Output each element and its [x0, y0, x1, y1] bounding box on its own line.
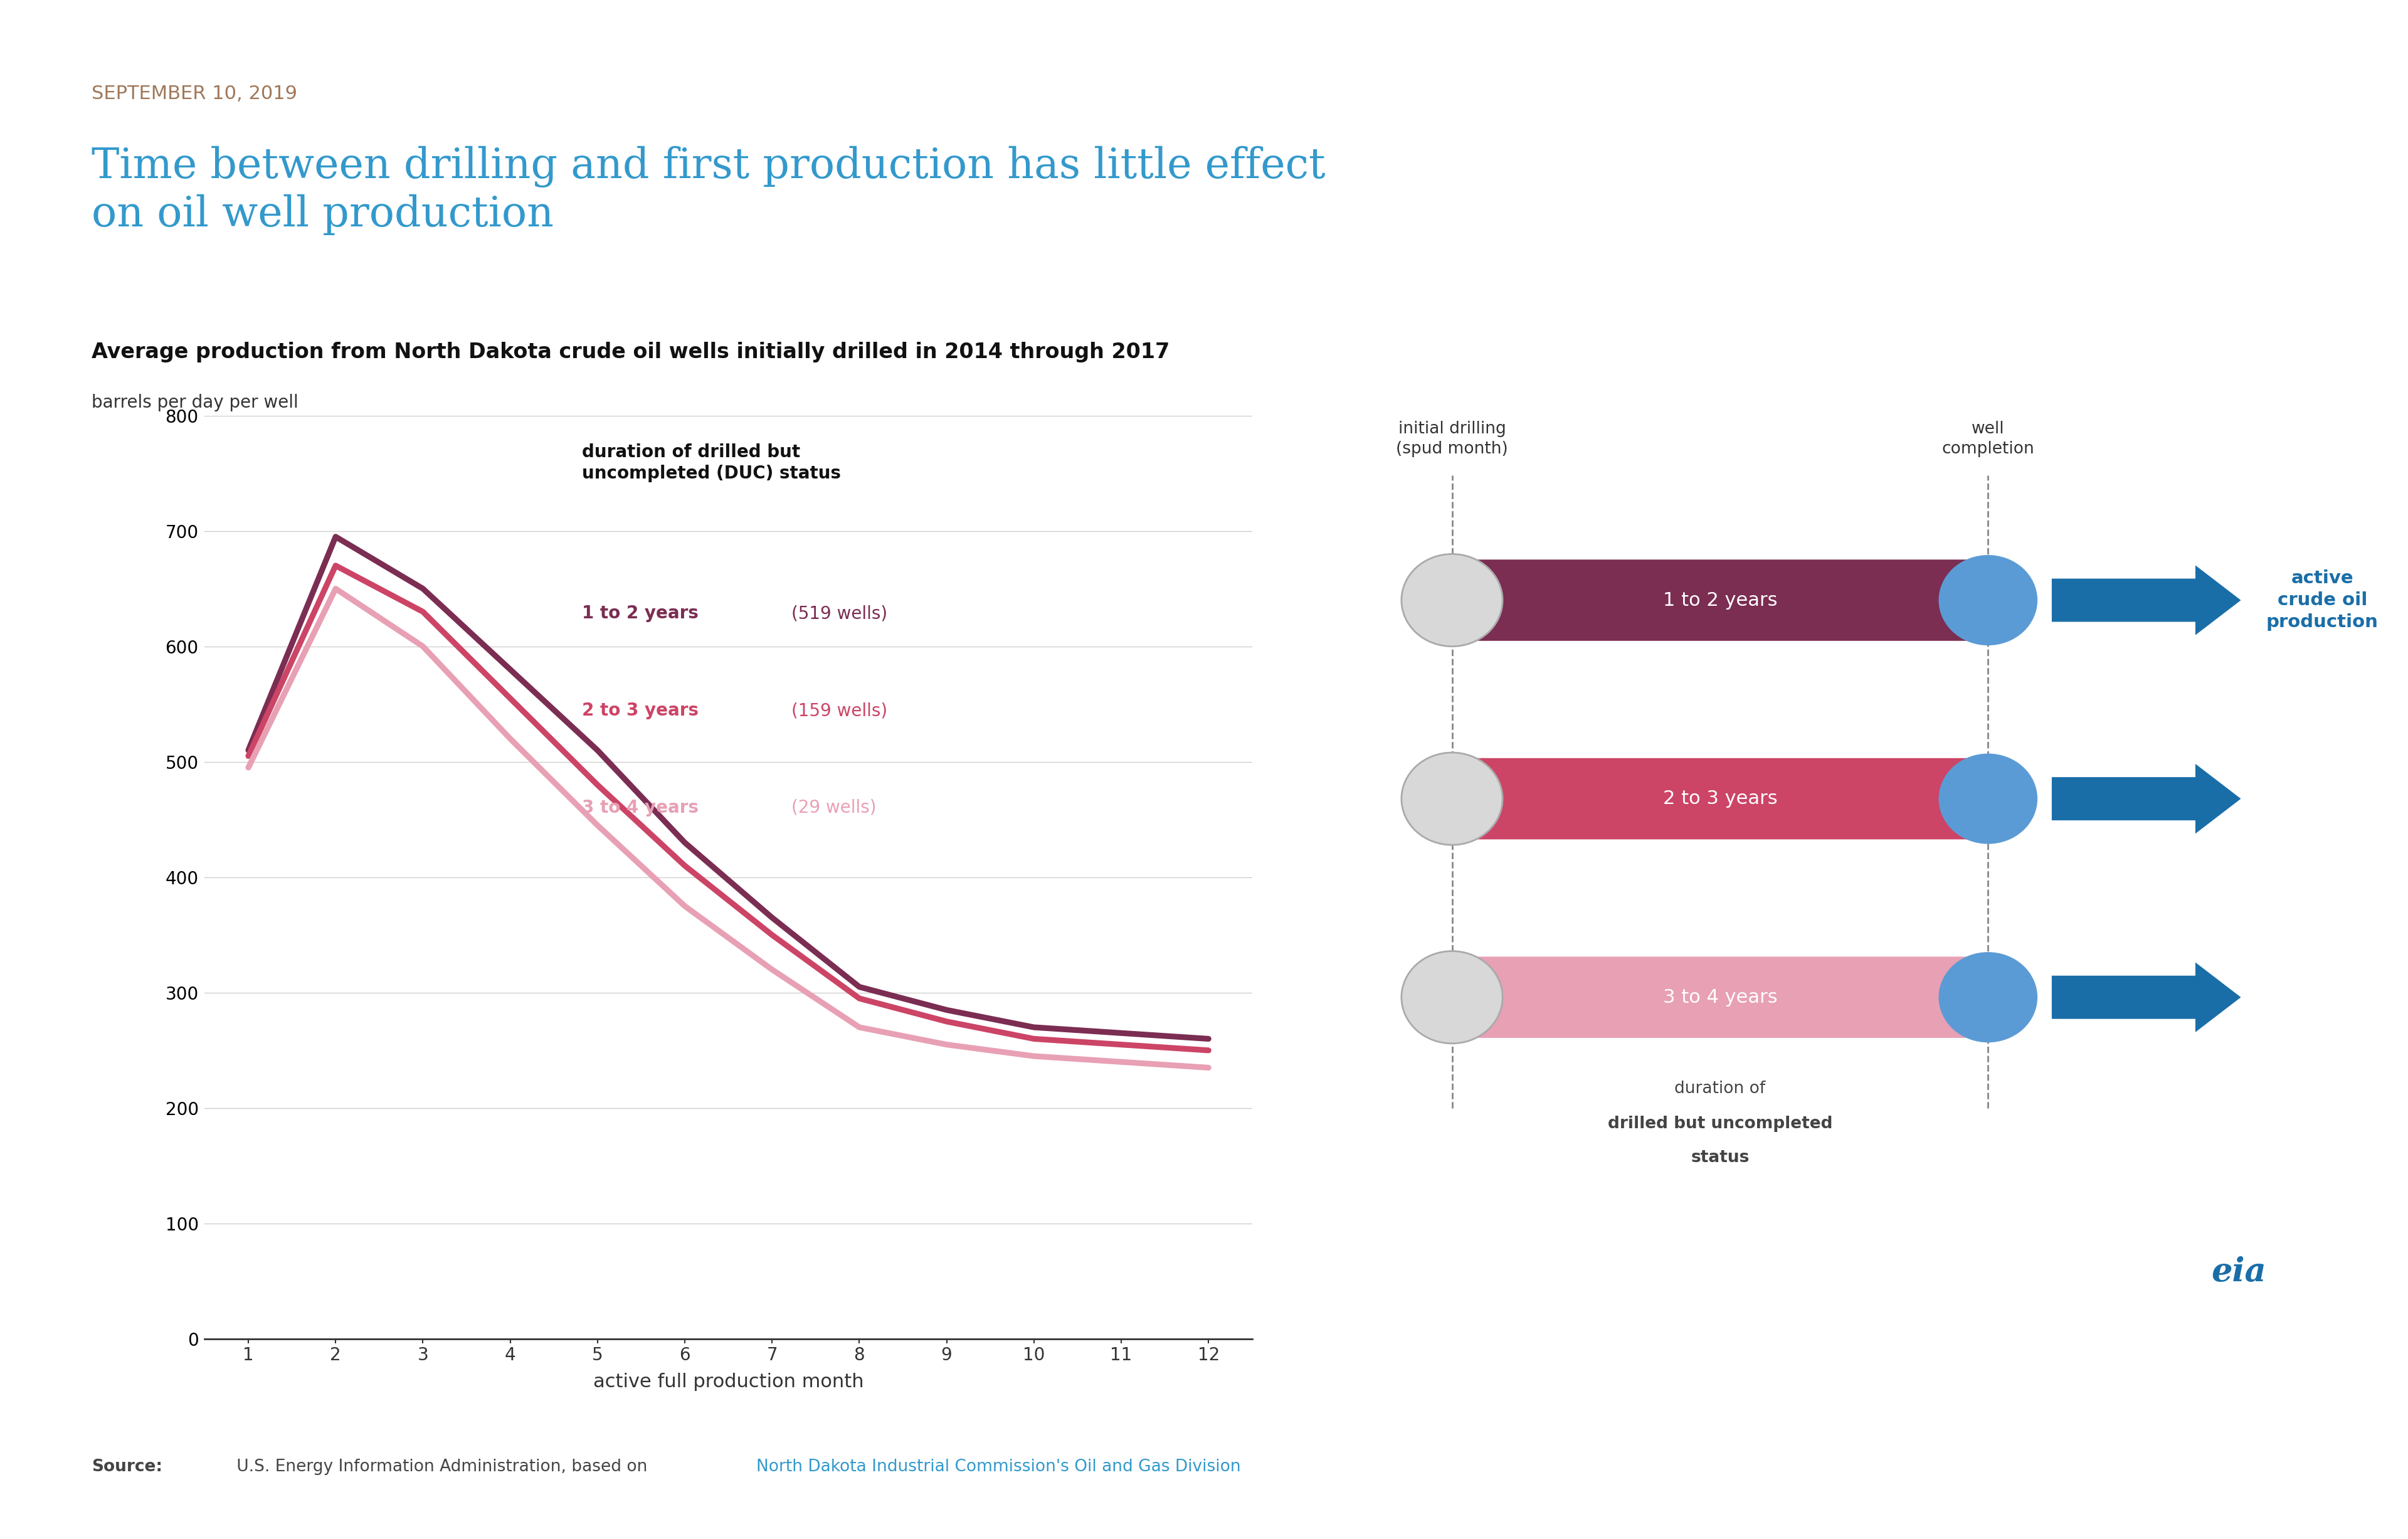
FancyBboxPatch shape [1445, 957, 1996, 1037]
Text: 1 to 2 years: 1 to 2 years [583, 605, 698, 622]
Text: Time between drilling and first production has little effect
on oil well product: Time between drilling and first producti… [92, 146, 1324, 235]
FancyArrow shape [2052, 565, 2242, 636]
Text: status: status [1690, 1150, 1748, 1167]
Circle shape [1401, 951, 1503, 1043]
Text: (29 wells): (29 wells) [792, 799, 877, 816]
Circle shape [1938, 754, 2037, 843]
Text: well
completion: well completion [1941, 420, 2035, 457]
Text: 2 to 3 years: 2 to 3 years [1664, 790, 1777, 808]
Text: North Dakota Industrial Commission's Oil and Gas Division: North Dakota Industrial Commission's Oil… [756, 1459, 1240, 1476]
Circle shape [1938, 953, 2037, 1042]
FancyArrow shape [2052, 962, 2242, 1033]
Circle shape [1401, 554, 1503, 646]
Text: (519 wells): (519 wells) [792, 605, 886, 622]
FancyBboxPatch shape [1445, 560, 1996, 640]
Text: Source:: Source: [92, 1459, 161, 1476]
Text: (159 wells): (159 wells) [792, 702, 886, 719]
Text: 3 to 4 years: 3 to 4 years [583, 799, 698, 816]
Circle shape [1401, 753, 1503, 845]
Text: duration of: duration of [1674, 1080, 1765, 1097]
Text: active
crude oil
production: active crude oil production [2266, 569, 2379, 631]
Text: 1 to 2 years: 1 to 2 years [1664, 591, 1777, 609]
Text: initial drilling
(spud month): initial drilling (spud month) [1397, 420, 1507, 457]
Circle shape [1938, 556, 2037, 645]
FancyArrow shape [2052, 763, 2242, 834]
Text: Average production from North Dakota crude oil wells initially drilled in 2014 t: Average production from North Dakota cru… [92, 342, 1170, 362]
Text: SEPTEMBER 10, 2019: SEPTEMBER 10, 2019 [92, 85, 296, 103]
Text: duration of drilled but
uncompleted (DUC) status: duration of drilled but uncompleted (DUC… [583, 443, 840, 483]
Text: U.S. Energy Information Administration, based on: U.S. Energy Information Administration, … [231, 1459, 653, 1476]
Text: drilled but uncompleted: drilled but uncompleted [1609, 1116, 1832, 1131]
Text: 2 to 3 years: 2 to 3 years [583, 702, 698, 719]
Text: barrels per day per well: barrels per day per well [92, 394, 299, 411]
X-axis label: active full production month: active full production month [592, 1373, 864, 1391]
Text: eia: eia [2211, 1256, 2266, 1288]
FancyBboxPatch shape [1445, 759, 1996, 839]
Text: 3 to 4 years: 3 to 4 years [1664, 988, 1777, 1007]
